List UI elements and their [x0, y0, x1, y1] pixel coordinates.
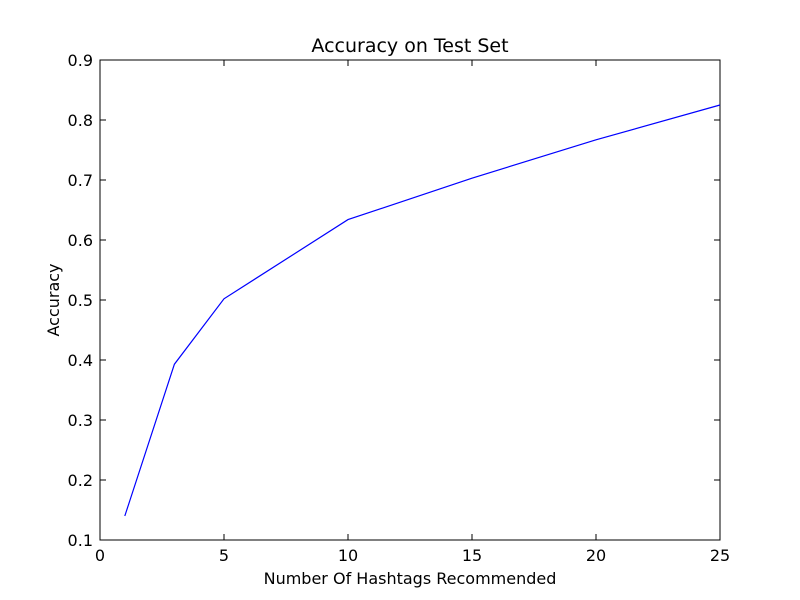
- y-axis: 0.1 0.2 0.3 0.4 0.5 0.6 0.7 0.8 0.9: [68, 51, 720, 550]
- y-tick-label: 0.9: [68, 51, 93, 70]
- y-tick-label: 0.5: [68, 291, 93, 310]
- x-tick-label: 5: [219, 546, 229, 565]
- series-layer: [124, 104, 721, 517]
- x-tick-label: 15: [462, 546, 482, 565]
- y-tick-label: 0.1: [68, 531, 93, 550]
- y-tick-label: 0.4: [68, 351, 93, 370]
- y-tick-label: 0.6: [68, 231, 93, 250]
- series-line: [124, 104, 721, 517]
- x-tick-label: 0: [95, 546, 105, 565]
- x-axis: 0 5 10 15 20 25: [95, 60, 730, 565]
- plot-area: [99, 59, 721, 541]
- x-axis-label: Number Of Hashtags Recommended: [264, 569, 557, 588]
- y-tick-label: 0.2: [68, 471, 93, 490]
- y-axis-label: Accuracy: [44, 263, 63, 336]
- x-tick-label: 25: [710, 546, 730, 565]
- y-tick-label: 0.8: [68, 111, 93, 130]
- y-tick-label: 0.3: [68, 411, 93, 430]
- y-tick-label: 0.7: [68, 171, 93, 190]
- x-tick-label: 20: [586, 546, 606, 565]
- chart-title: Accuracy on Test Set: [311, 35, 508, 57]
- x-tick-label: 10: [338, 546, 358, 565]
- plot-frame: [99, 59, 721, 541]
